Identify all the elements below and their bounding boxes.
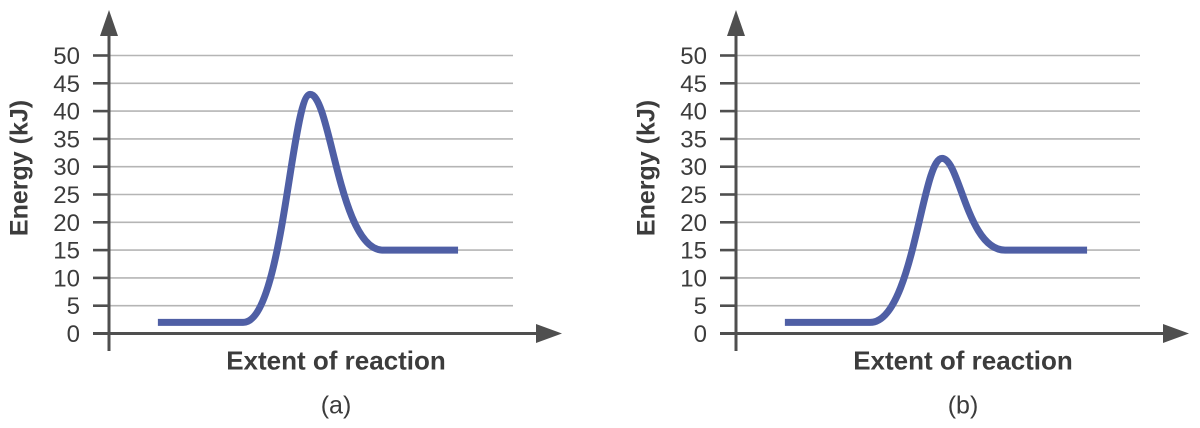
y-tick-label-25: 25 <box>680 182 707 209</box>
chart-panel-b: 0 5 10 15 20 25 30 35 40 45 50 Energy (kJ) Extent … <box>627 0 1200 428</box>
y-tick-label-20: 20 <box>680 210 707 237</box>
chart-caption-a: (a) <box>320 391 352 420</box>
y-tick-label-40: 40 <box>53 99 80 126</box>
y-tick-label-45: 45 <box>53 71 80 98</box>
y-tick-label-5: 5 <box>67 293 80 320</box>
chart-panel-a: 0 5 10 15 20 25 30 35 40 45 50 Energy (kJ) Extent … <box>0 0 573 428</box>
y-axis-label: Energy (kJ) <box>632 99 661 237</box>
y-tick-label-50: 50 <box>680 43 707 70</box>
y-tick-label-30: 30 <box>53 154 80 181</box>
y-tick-label-5: 5 <box>694 293 707 320</box>
y-tick-label-35: 35 <box>680 126 707 153</box>
x-axis-arrow-icon <box>536 324 562 343</box>
chart-caption-b: (b) <box>947 391 979 420</box>
y-tick-label-0: 0 <box>67 321 80 348</box>
y-tick-label-40: 40 <box>680 99 707 126</box>
y-tick-label-20: 20 <box>53 210 80 237</box>
y-tick-label-50: 50 <box>53 43 80 70</box>
energy-curve <box>784 154 1088 326</box>
y-tick-label-0: 0 <box>694 321 707 348</box>
x-axis-label: Extent of reaction <box>226 345 446 376</box>
y-tick-label-10: 10 <box>680 265 707 292</box>
x-axis-arrow-icon <box>1163 324 1189 343</box>
y-tick-label-10: 10 <box>53 265 80 292</box>
y-axis-arrow-icon <box>100 10 118 36</box>
y-tick-label-45: 45 <box>680 71 707 98</box>
y-axis-arrow-icon <box>727 10 745 36</box>
x-axis-label: Extent of reaction <box>853 345 1073 376</box>
y-axis-label: Energy (kJ) <box>5 99 34 237</box>
y-tick-label-15: 15 <box>680 238 707 265</box>
y-tick-label-35: 35 <box>53 126 80 153</box>
y-tick-label-30: 30 <box>680 154 707 181</box>
y-tick-label-25: 25 <box>53 182 80 209</box>
y-tick-label-15: 15 <box>53 238 80 265</box>
energy-curve <box>157 90 459 326</box>
